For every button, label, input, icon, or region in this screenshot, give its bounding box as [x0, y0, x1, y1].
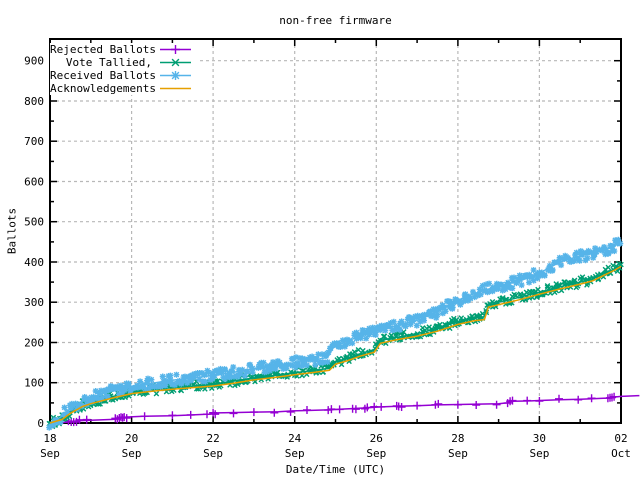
- x-tick-month: Sep: [529, 447, 549, 460]
- legend: Rejected Ballots Vote Tallied, Received …: [50, 43, 197, 95]
- y-tick-label: 300: [24, 296, 44, 309]
- legend-sample-line-icon: [160, 58, 191, 67]
- x-tick-month: Sep: [122, 447, 142, 460]
- legend-sample-line-icon: [160, 87, 191, 90]
- y-tick-label: 0: [37, 417, 44, 430]
- legend-item-acknowledgements: Acknowledgements: [50, 82, 192, 95]
- y-tick-label: 500: [24, 216, 44, 229]
- x-tick-month: Sep: [203, 447, 223, 460]
- gridlines: [50, 39, 621, 423]
- legend-label: Vote Tallied,: [65, 56, 152, 69]
- x-tick-month: Sep: [285, 447, 305, 460]
- y-tick-label: 700: [24, 135, 44, 148]
- x-tick-month: Sep: [366, 447, 386, 460]
- y-tick-label: 600: [24, 176, 44, 189]
- series-received-ballots: [46, 236, 624, 431]
- y-tick-label: 400: [24, 256, 44, 269]
- series-acknowledgements: [49, 265, 622, 424]
- legend-label: Received Ballots: [50, 69, 156, 82]
- x-tick-month: Sep: [448, 447, 468, 460]
- x-tick-day: 26: [370, 432, 383, 445]
- x-tick-month: Sep: [40, 447, 60, 460]
- x-tick-day: 02: [614, 432, 627, 445]
- y-axis-label: Ballots: [5, 207, 19, 255]
- legend-item-vote-tallied: Vote Tallied,: [50, 56, 192, 69]
- y-tick-label: 800: [24, 95, 44, 108]
- legend-label: Rejected Ballots: [50, 43, 156, 56]
- x-axis-label: Date/Time (UTC): [285, 463, 386, 476]
- x-tick-day: 28: [451, 432, 464, 445]
- x-tick-day: 18: [43, 432, 56, 445]
- legend-label: Acknowledgements: [50, 82, 156, 95]
- series-rejected-ballots: [49, 392, 640, 427]
- chart-title: non-free firmware: [279, 14, 392, 27]
- legend-sample-line-icon: [160, 45, 191, 54]
- x-tick-day: 30: [533, 432, 546, 445]
- x-tick-month: Oct: [611, 447, 631, 460]
- x-tick-day: 20: [125, 432, 138, 445]
- y-tick-label: 900: [24, 55, 44, 68]
- legend-item-rejected-ballots: Rejected Ballots: [50, 43, 192, 56]
- x-tick-labels: 18 Sep 20 Sep 22 Sep 24 Sep 26 Sep 28 Sep 30 Sep 02 Oct: [40, 432, 631, 460]
- x-tick-day: 22: [206, 432, 219, 445]
- y-tick-label: 200: [24, 337, 44, 350]
- y-tick-label: 100: [24, 377, 44, 390]
- legend-item-received-ballots: Received Ballots: [50, 69, 192, 82]
- legend-sample-line-icon: [160, 71, 191, 80]
- x-tick-day: 24: [288, 432, 302, 445]
- y-tick-labels: 0 100 200 300 400 500 600 700 800 900: [24, 55, 44, 430]
